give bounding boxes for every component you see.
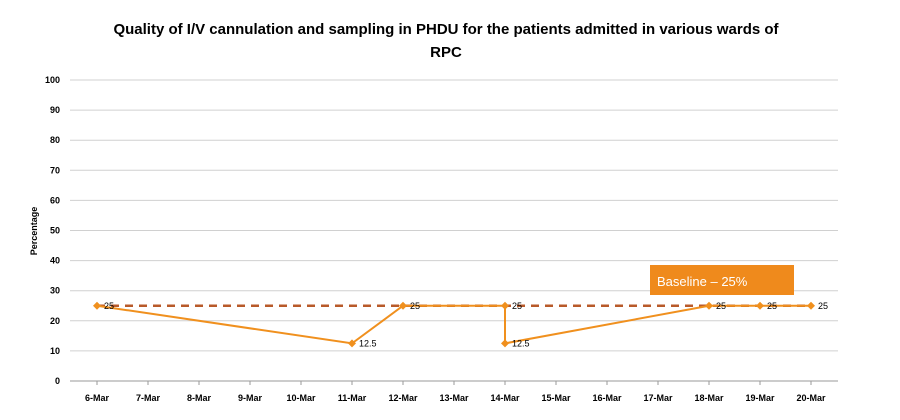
baseline-box: Baseline – 25% xyxy=(650,265,794,295)
y-tick-label: 30 xyxy=(50,286,60,296)
x-tick-label: 17-Mar xyxy=(643,393,673,403)
y-tick-label: 40 xyxy=(50,256,60,266)
baseline-label: Baseline – 25% xyxy=(657,274,748,289)
x-tick-label: 20-Mar xyxy=(796,393,826,403)
data-point xyxy=(93,301,101,310)
data-point xyxy=(756,301,764,310)
data-point xyxy=(501,339,509,348)
data-label: 25 xyxy=(512,301,522,311)
y-tick-label: 50 xyxy=(50,226,60,236)
y-tick-labels: 0 10 20 30 40 50 60 70 80 90 100 xyxy=(45,75,60,386)
data-point xyxy=(348,339,356,348)
y-tick-label: 60 xyxy=(50,195,60,205)
y-tick-label: 80 xyxy=(50,135,60,145)
data-point xyxy=(705,301,713,310)
x-tick-label: 16-Mar xyxy=(592,393,622,403)
y-tick-label: 20 xyxy=(50,316,60,326)
x-tick-label: 7-Mar xyxy=(136,393,161,403)
data-label: 25 xyxy=(104,301,114,311)
data-point xyxy=(501,301,509,310)
x-tick-label: 11-Mar xyxy=(338,393,367,403)
data-point xyxy=(399,301,407,310)
x-tick-label: 18-Mar xyxy=(694,393,724,403)
y-tick-label: 10 xyxy=(50,346,60,356)
x-tick-label: 8-Mar xyxy=(187,393,212,403)
series xyxy=(93,301,815,348)
x-tick-labels: 6-Mar 7-Mar 8-Mar 9-Mar 10-Mar 11-Mar 12-Mar 13… xyxy=(85,381,826,403)
data-label: 25 xyxy=(767,301,777,311)
x-tick-label: 13-Mar xyxy=(439,393,469,403)
chart-title-line2: RPC xyxy=(430,44,462,61)
chart-title-line1: Quality of I/V cannulation and sampling … xyxy=(113,21,779,38)
x-tick-label: 12-Mar xyxy=(388,393,418,403)
data-point xyxy=(807,301,815,310)
x-tick-label: 9-Mar xyxy=(238,393,263,403)
data-label: 12.5 xyxy=(359,338,377,348)
x-tick-label: 6-Mar xyxy=(85,393,110,403)
data-label: 25 xyxy=(410,301,420,311)
y-tick-label: 100 xyxy=(45,75,60,85)
data-labels: 25 12.5 25 25 12.5 25 25 25 xyxy=(104,301,828,349)
data-label: 25 xyxy=(818,301,828,311)
data-label: 12.5 xyxy=(512,338,530,348)
series-line xyxy=(96,304,811,345)
x-tick-label: 15-Mar xyxy=(541,393,571,403)
x-tick-label: 10-Mar xyxy=(286,393,316,403)
gridlines xyxy=(70,79,838,382)
baseline-label-box xyxy=(650,265,794,295)
y-tick-label: 0 xyxy=(55,376,60,386)
data-label: 25 xyxy=(716,301,726,311)
y-tick-label: 70 xyxy=(50,165,60,175)
y-axis-label: Percentage xyxy=(29,207,39,256)
x-tick-label: 19-Mar xyxy=(745,393,775,403)
y-tick-label: 90 xyxy=(50,105,60,115)
x-tick-label: 14-Mar xyxy=(490,393,520,403)
